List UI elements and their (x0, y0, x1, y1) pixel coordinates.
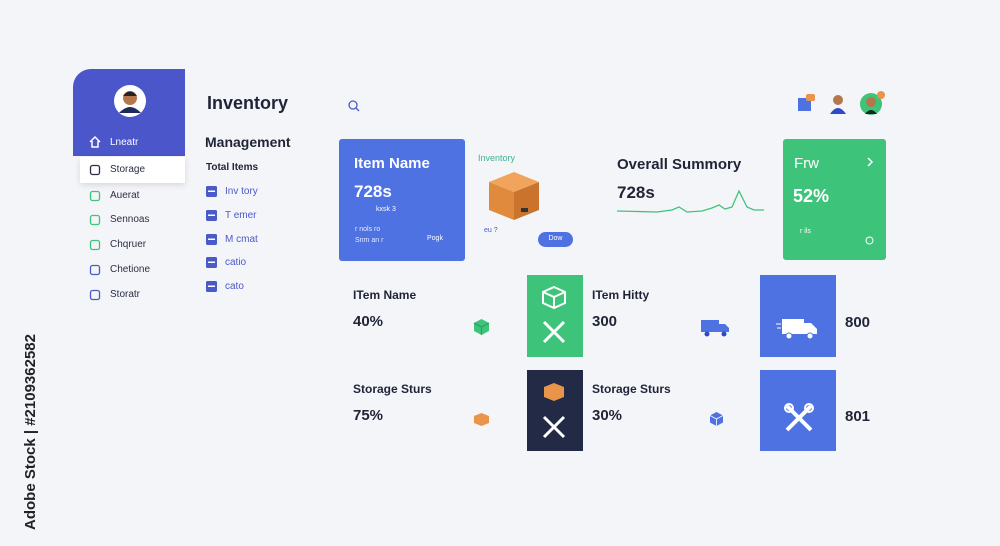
menu-item[interactable]: Storatr (110, 289, 141, 300)
menu-icon (89, 239, 101, 251)
cube-icon (473, 319, 490, 335)
blue-tile[interactable] (760, 275, 836, 357)
truck-icon (776, 319, 817, 340)
box-icon (474, 413, 489, 426)
cube-icon (709, 412, 724, 426)
stat-value: 300 (592, 313, 618, 330)
stat-value: 75% (353, 407, 384, 424)
blue-tile[interactable] (760, 370, 836, 451)
sparkline (616, 189, 764, 213)
list-icon (206, 210, 217, 221)
home-icon (89, 135, 101, 148)
list-item[interactable]: cato (225, 281, 244, 292)
menu-item[interactable]: Auerat (110, 190, 140, 201)
inventory-caption: eu ? (484, 227, 498, 234)
summary-value: 728s (617, 183, 655, 202)
tools-icon (784, 403, 814, 432)
green-card-title: Frw (794, 155, 819, 172)
stat-value: 40% (353, 313, 384, 330)
list-icon (206, 186, 217, 197)
list-icon (206, 234, 217, 245)
menu-item[interactable]: Chqruer (110, 239, 147, 250)
user-name: Lneatr (110, 137, 139, 148)
green-tile[interactable] (527, 275, 583, 357)
item-card-link[interactable]: Pogk (427, 235, 443, 242)
list-item[interactable]: M cmat (225, 234, 258, 245)
user-avatar (114, 85, 146, 117)
list-item[interactable]: catio (225, 257, 247, 268)
menu-item[interactable]: Chetione (110, 264, 151, 275)
inventory-button-text[interactable]: Dow (548, 235, 563, 242)
stat-value: 30% (592, 407, 623, 424)
menu-icon (89, 214, 101, 226)
item-card-line: Snm an r (355, 237, 384, 244)
item-card-title: Item Name (354, 155, 430, 172)
list-item[interactable]: T emer (225, 210, 257, 221)
section-label: Total Items (206, 162, 259, 173)
page-subtitle: Management (205, 134, 291, 150)
item-card[interactable] (339, 139, 465, 261)
status-dot (865, 236, 874, 245)
green-card-note: r ils (800, 228, 811, 235)
item-card-value: 728s (354, 182, 392, 201)
menu-item[interactable]: Storage (110, 164, 146, 175)
header-icons[interactable] (795, 90, 887, 120)
menu-icon (89, 164, 101, 176)
tile-icons (542, 383, 566, 439)
tile-icons (542, 285, 566, 344)
search-icon[interactable] (348, 100, 360, 112)
list-icon (206, 281, 217, 292)
inventory-button[interactable] (538, 232, 573, 247)
menu-icon (89, 289, 101, 301)
menu-item[interactable]: Sennoas (110, 214, 150, 225)
inventory-label: Inventory (478, 153, 516, 163)
item-card-note: kxsk 3 (376, 206, 396, 213)
watermark: Adobe Stock | #2109362582 (22, 334, 39, 530)
item-card-line: r nols ro (355, 226, 381, 233)
tile-value: 801 (845, 408, 871, 425)
truck-icon (701, 320, 729, 337)
box-illustration (489, 172, 539, 220)
page-title: Inventory (207, 93, 289, 113)
stat-label: ITem Name (353, 288, 417, 302)
menu-icon (89, 264, 101, 276)
chevron-icon[interactable] (866, 157, 874, 167)
stat-label: ITem Hitty (592, 288, 650, 302)
menu-icon (89, 190, 101, 202)
list-icon (206, 257, 217, 268)
stat-label: Storage Sturs (592, 382, 671, 396)
tile-value: 800 (845, 314, 871, 331)
summary-title: Overall Summory (617, 156, 742, 173)
menu-item-active[interactable] (80, 157, 185, 183)
green-card-value: 52% (793, 186, 830, 206)
list-item[interactable]: Inv tory (225, 186, 258, 197)
stat-label: Storage Sturs (353, 382, 432, 396)
